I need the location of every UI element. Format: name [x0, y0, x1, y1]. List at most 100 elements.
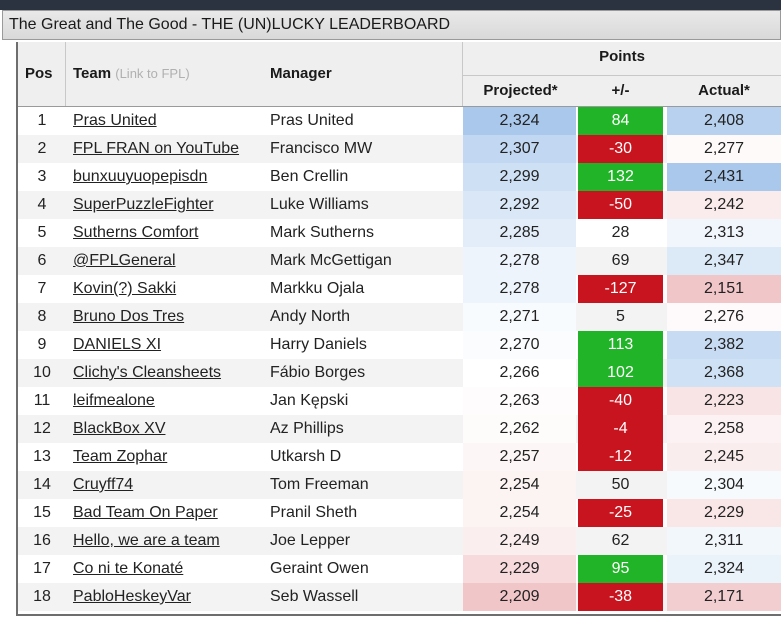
- team-link[interactable]: FPL FRAN on YouTube: [73, 140, 240, 157]
- projected-value: 2,307: [463, 135, 576, 163]
- manager-name: Mark Sutherns: [270, 224, 375, 241]
- team-link[interactable]: PabloHeskeyVar: [73, 588, 191, 605]
- manager-name: Andy North: [270, 308, 351, 325]
- col-header-plus-minus: +/-: [611, 82, 630, 99]
- projected-value: 2,270: [463, 331, 576, 359]
- row-pos: 11: [33, 392, 51, 409]
- sheet-title-bar: The Great and The Good - THE (UN)LUCKY L…: [2, 10, 781, 40]
- actual-value: 2,382: [667, 331, 781, 359]
- manager-name: Mark McGettigan: [270, 252, 392, 269]
- projected-value: 2,299: [463, 163, 576, 191]
- actual-value: 2,408: [667, 107, 781, 135]
- projected-value: 2,254: [463, 499, 576, 527]
- projected-value: 2,254: [463, 471, 576, 499]
- window-top-bar: [0, 0, 781, 10]
- team-link[interactable]: Hello, we are a team: [73, 532, 220, 549]
- row-pos: 1: [37, 112, 47, 129]
- manager-name: Tom Freeman: [270, 476, 369, 493]
- team-link[interactable]: DANIELS XI: [73, 336, 162, 353]
- actual-value: 2,368: [667, 359, 781, 387]
- team-link[interactable]: Kovin(?) Sakki: [73, 280, 177, 297]
- col-header-pos: Pos: [25, 65, 53, 82]
- table-row: 9 DANIELS XI Harry Daniels 2,270 113 2,382: [18, 331, 781, 359]
- row-pos: 17: [33, 560, 51, 577]
- team-link[interactable]: SuperPuzzleFighter: [73, 196, 214, 213]
- diff-value: -4: [578, 415, 663, 443]
- projected-value: 2,266: [463, 359, 576, 387]
- manager-name: Jan Kępski: [270, 392, 349, 409]
- manager-name: Fábio Borges: [270, 364, 366, 381]
- row-pos: 9: [37, 336, 47, 353]
- header-divider: [65, 42, 66, 106]
- projected-value: 2,263: [463, 387, 576, 415]
- manager-name: Francisco MW: [270, 140, 373, 157]
- projected-value: 2,271: [463, 303, 576, 331]
- team-link[interactable]: Clichy's Cleansheets: [73, 364, 222, 381]
- manager-name: Luke Williams: [270, 196, 369, 213]
- header-divider: [462, 42, 463, 106]
- actual-value: 2,258: [667, 415, 781, 443]
- diff-value: -50: [578, 191, 663, 219]
- row-pos: 5: [37, 224, 47, 241]
- team-link[interactable]: Cruyff74: [73, 476, 134, 493]
- table-row: 11 leifmealone Jan Kępski 2,263 -40 2,223: [18, 387, 781, 415]
- team-link[interactable]: Team Zophar: [73, 448, 168, 465]
- table-row: 17 Co ni te Konaté Geraint Owen 2,229 95 2,32…: [18, 555, 781, 583]
- team-link[interactable]: Bruno Dos Tres: [73, 308, 185, 325]
- projected-value: 2,324: [463, 107, 576, 135]
- diff-value: 69: [611, 252, 630, 269]
- manager-name: Markku Ojala: [270, 280, 365, 297]
- table-row: 14 Cruyff74 Tom Freeman 2,254 50 2,304: [18, 471, 781, 499]
- team-link[interactable]: bunxuuyuopepisdn: [73, 168, 208, 185]
- actual-value: 2,431: [667, 163, 781, 191]
- actual-value: 2,242: [667, 191, 781, 219]
- projected-value: 2,229: [463, 555, 576, 583]
- col-header-manager: Manager: [270, 65, 332, 82]
- actual-value: 2,151: [667, 275, 781, 303]
- diff-value: 95: [578, 555, 663, 583]
- row-pos: 2: [37, 140, 47, 157]
- header-left: [18, 42, 463, 106]
- table-row: 1 Pras United Pras United 2,324 84 2,408: [18, 107, 781, 135]
- actual-value: 2,229: [667, 499, 781, 527]
- actual-value: 2,313: [667, 219, 781, 247]
- actual-value: 2,311: [667, 527, 781, 555]
- row-pos: 15: [33, 504, 51, 521]
- row-pos: 16: [33, 532, 51, 549]
- diff-value: 5: [616, 308, 625, 325]
- table-row: 4 SuperPuzzleFighter Luke Williams 2,292 -50…: [18, 191, 781, 219]
- table-row: 18 PabloHeskeyVar Seb Wassell 2,209 -38 2,171: [18, 583, 781, 611]
- row-pos: 14: [33, 476, 51, 493]
- team-link[interactable]: Sutherns Comfort: [73, 224, 199, 241]
- diff-value: 50: [611, 476, 630, 493]
- col-header-team-note: (Link to FPL): [115, 66, 190, 81]
- team-link[interactable]: Co ni te Konaté: [73, 560, 184, 577]
- team-link[interactable]: BlackBox XV: [73, 420, 166, 437]
- table-row: 7 Kovin(?) Sakki Markku Ojala 2,278 -127 2,15…: [18, 275, 781, 303]
- diff-value: 84: [578, 107, 663, 135]
- diff-value: -12: [578, 443, 663, 471]
- projected-value: 2,285: [463, 219, 576, 247]
- actual-value: 2,223: [667, 387, 781, 415]
- projected-value: 2,262: [463, 415, 576, 443]
- actual-value: 2,347: [667, 247, 781, 275]
- diff-value: 102: [578, 359, 663, 387]
- team-link[interactable]: Bad Team On Paper: [73, 504, 218, 521]
- table-row: 13 Team Zophar Utkarsh D 2,257 -12 2,245: [18, 443, 781, 471]
- diff-value: 28: [611, 224, 630, 241]
- team-link[interactable]: @FPLGeneral: [73, 252, 176, 269]
- table-row: 16 Hello, we are a team Joe Lepper 2,249 62 2…: [18, 527, 781, 555]
- row-pos: 18: [33, 588, 51, 605]
- manager-name: Pras United: [270, 112, 354, 129]
- col-header-team-label: Team: [73, 65, 112, 82]
- actual-value: 2,324: [667, 555, 781, 583]
- row-pos: 3: [37, 168, 47, 185]
- table-row: 5 Sutherns Comfort Mark Sutherns 2,285 28 2,3…: [18, 219, 781, 247]
- team-link[interactable]: leifmealone: [73, 392, 155, 409]
- actual-value: 2,171: [667, 583, 781, 611]
- manager-name: Seb Wassell: [270, 588, 359, 605]
- team-link[interactable]: Pras United: [73, 112, 157, 129]
- table-row: 8 Bruno Dos Tres Andy North 2,271 5 2,276: [18, 303, 781, 331]
- row-pos: 8: [37, 308, 47, 325]
- diff-value: 113: [578, 331, 663, 359]
